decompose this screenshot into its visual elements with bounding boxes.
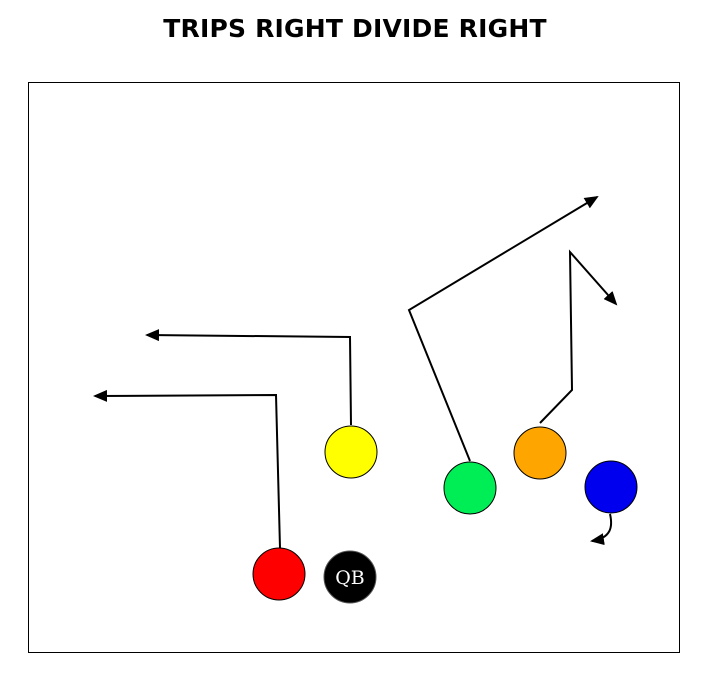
- orange-route: [539, 249, 618, 424]
- blue-receiver: [584, 460, 638, 514]
- green-receiver: [443, 461, 497, 515]
- yellow-receiver: [324, 425, 378, 479]
- yellow-route: [145, 329, 352, 426]
- red-route: [93, 389, 281, 549]
- blue-route: [590, 513, 613, 546]
- quarterback: [323, 550, 377, 604]
- red-receiver: [252, 547, 306, 601]
- green-route: [407, 195, 599, 462]
- qb-label: QB: [335, 567, 365, 589]
- play-title: TRIPS RIGHT DIVIDE RIGHT: [163, 14, 547, 43]
- orange-receiver: [513, 426, 567, 480]
